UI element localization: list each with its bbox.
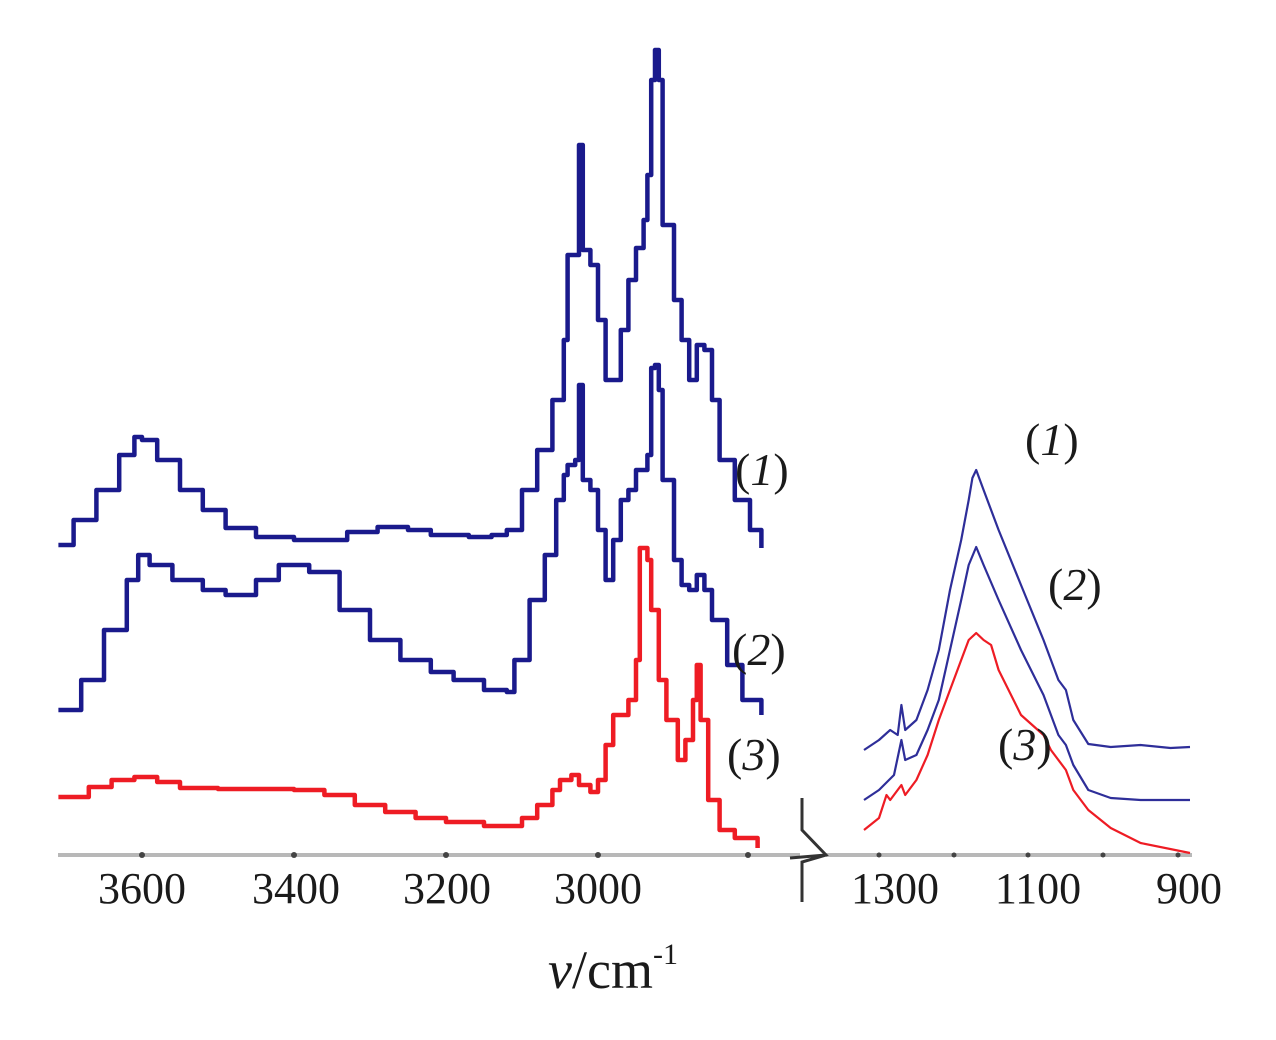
axis-break-icon: [789, 798, 829, 902]
tick-label-900: 900: [1156, 864, 1222, 913]
curve-label-3-left: (3): [727, 729, 781, 780]
x-axis-ticks: [139, 852, 1181, 858]
curve-label-3-right: (3): [998, 719, 1052, 770]
tick-label-3200: 3200: [403, 864, 491, 913]
tick-label-1100: 1100: [995, 864, 1081, 913]
spectrum-line-left-3: [58, 545, 760, 848]
x-axis-title: v/cm-1: [548, 938, 678, 1000]
tick-label-3600: 3600: [98, 864, 186, 913]
curve-label-2-right: (2): [1048, 559, 1102, 610]
curve-label-1-right: (1): [1025, 414, 1079, 465]
spectra-curves: [58, 47, 1191, 855]
spectrum-line-left-1: [58, 47, 764, 548]
curve-label-2-left: (2): [732, 624, 786, 675]
spectrum-line-right-2: [863, 545, 1190, 802]
spectrum-line-right-3: [863, 631, 1191, 855]
curve-label-1-left: (1): [735, 444, 789, 495]
tick-label-3400: 3400: [252, 864, 340, 913]
spectrum-line-right-1: [863, 468, 1191, 751]
tick-label-1300: 1300: [851, 864, 939, 913]
tick-label-3000: 3000: [554, 864, 642, 913]
spectrum-line-left-2: [58, 362, 764, 715]
